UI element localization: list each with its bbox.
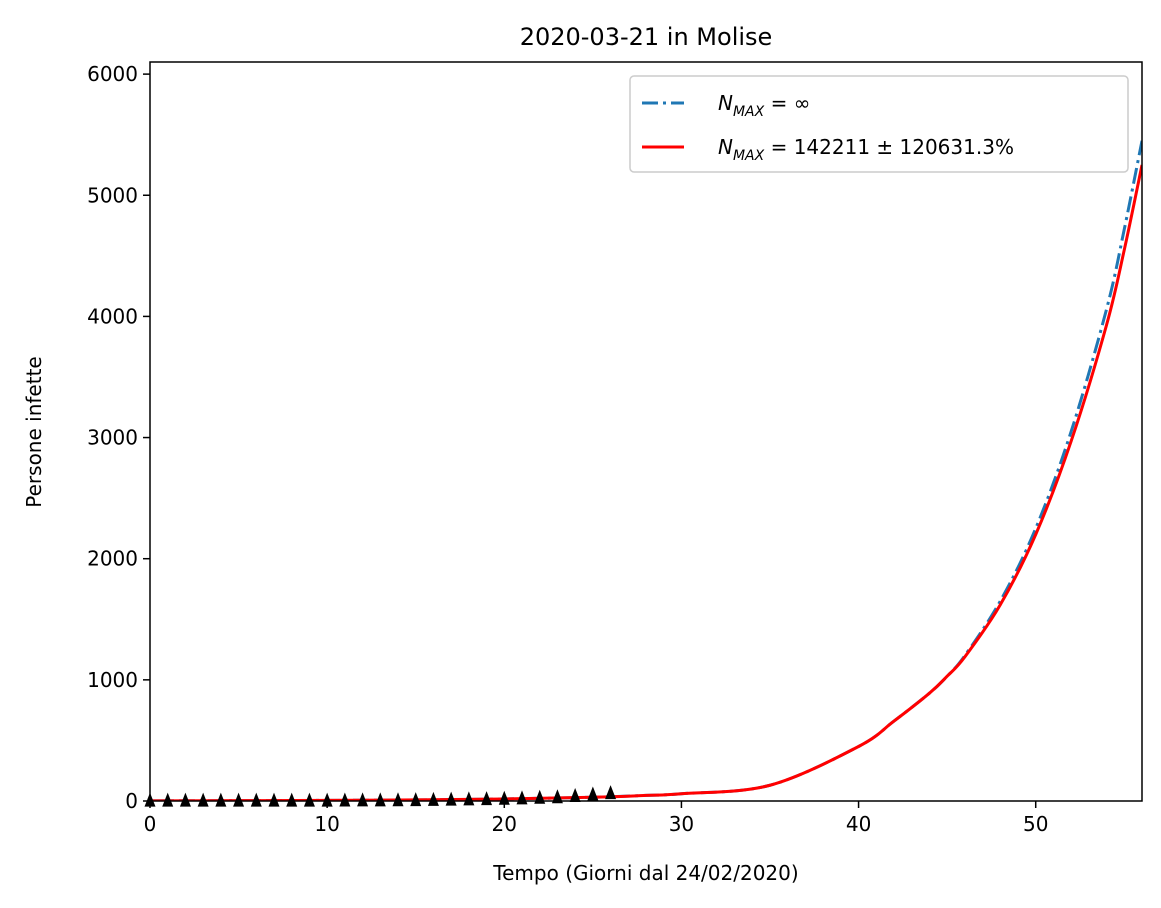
data-point-12 xyxy=(357,792,369,807)
y-tick-label: 4000 xyxy=(87,304,138,328)
y-tick-label: 5000 xyxy=(87,183,138,207)
x-tick-label: 10 xyxy=(314,812,339,836)
data-point-22 xyxy=(534,789,546,804)
legend: NMAX = ∞ NMAX = 142211 ± 120631.3% xyxy=(629,75,1129,173)
legend-label-1: NMAX = 142211 ± 120631.3% xyxy=(718,135,1014,164)
data-point-6 xyxy=(250,792,262,807)
data-point-10 xyxy=(321,792,333,807)
y-tick-label: 0 xyxy=(125,789,138,813)
axes-frame xyxy=(149,61,1143,802)
data-point-9 xyxy=(303,792,315,807)
data-point-18 xyxy=(463,791,475,806)
series-line-0 xyxy=(150,140,1142,801)
data-point-7 xyxy=(268,792,280,807)
y-tick-label: 1000 xyxy=(87,668,138,692)
data-point-26 xyxy=(605,785,617,800)
series-line-1 xyxy=(150,164,1142,801)
y-tick-label: 6000 xyxy=(87,62,138,86)
data-point-14 xyxy=(392,792,404,807)
x-tick-label: 30 xyxy=(669,812,694,836)
data-point-2 xyxy=(179,792,191,807)
y-tick-label: 2000 xyxy=(87,547,138,571)
legend-box xyxy=(629,75,1129,173)
data-point-15 xyxy=(410,792,422,807)
x-tick-label: 0 xyxy=(144,812,157,836)
y-axis-label: Persone infette xyxy=(22,356,46,507)
plot-area xyxy=(144,140,1142,807)
data-point-5 xyxy=(233,792,245,807)
legend-label-0: NMAX = ∞ xyxy=(718,91,810,120)
x-axis-label: Tempo (Giorni dal 24/02/2020) xyxy=(492,861,798,885)
x-tick-label: 20 xyxy=(492,812,517,836)
data-point-11 xyxy=(339,792,351,807)
chart-title: 2020-03-21 in Molise xyxy=(520,23,773,51)
data-point-16 xyxy=(427,791,439,806)
x-tick-label: 50 xyxy=(1023,812,1048,836)
x-tick-label: 40 xyxy=(846,812,871,836)
data-point-4 xyxy=(215,792,227,807)
data-point-23 xyxy=(551,789,563,804)
data-point-8 xyxy=(286,792,298,807)
data-point-25 xyxy=(587,786,599,801)
data-point-17 xyxy=(445,791,457,806)
data-point-3 xyxy=(197,792,209,807)
data-point-13 xyxy=(374,792,386,807)
axes: 0 10 20 30 40 50 0 1000 2000 3000 4000 5000 6000 xyxy=(87,61,1143,836)
y-tick-label: 3000 xyxy=(87,426,138,450)
plot-clip-group xyxy=(150,140,1142,801)
data-point-1 xyxy=(162,792,174,807)
data-point-24 xyxy=(569,787,581,802)
